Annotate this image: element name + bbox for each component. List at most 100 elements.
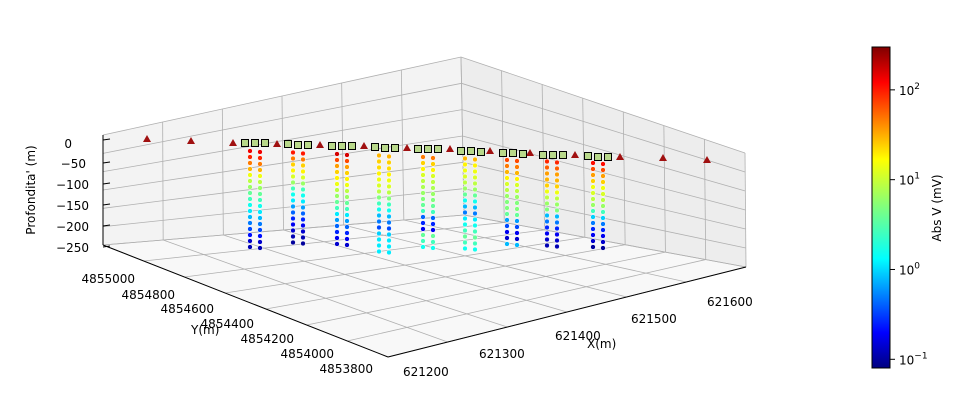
data-point [590, 226, 596, 232]
data-point [600, 245, 606, 251]
y-tick-label: 4853800 [320, 362, 373, 376]
data-point [590, 238, 596, 244]
data-point [462, 155, 468, 162]
data-point [334, 175, 340, 181]
pane-floor [103, 215, 746, 357]
data-point [590, 190, 596, 196]
data-point [386, 153, 392, 160]
data-point [600, 203, 606, 209]
data-point [247, 166, 253, 172]
data-point [344, 188, 350, 194]
data-point [430, 173, 436, 179]
data-point [462, 203, 468, 210]
triangle-marker [703, 156, 711, 163]
borehole [590, 160, 606, 251]
gridline [403, 219, 687, 283]
data-point [300, 162, 306, 169]
data-point [430, 239, 436, 245]
data-point [472, 180, 478, 187]
data-point [386, 195, 392, 202]
data-point [462, 161, 468, 168]
colorbar-tick-label: 10−1 [899, 351, 928, 367]
data-point [504, 163, 510, 169]
colorbar-tick-base: 10 [899, 353, 914, 367]
data-point [344, 170, 350, 176]
data-point [300, 150, 306, 157]
data-point [247, 202, 253, 208]
data-point [472, 210, 478, 217]
data-point [590, 166, 596, 172]
data-point [290, 191, 296, 198]
data-point [462, 221, 468, 228]
data-point [554, 243, 560, 250]
square-marker [584, 152, 592, 160]
data-point [544, 188, 550, 195]
data-point [472, 156, 478, 163]
data-point [600, 233, 606, 239]
data-point [514, 206, 520, 212]
data-point [257, 155, 263, 161]
data-point [344, 158, 350, 164]
data-point [290, 203, 296, 210]
x-tick-label: 621400 [555, 329, 601, 343]
data-point [472, 174, 478, 181]
data-point [290, 221, 296, 228]
data-point [290, 179, 296, 186]
data-point [290, 173, 296, 180]
data-point [300, 204, 306, 211]
data-point [590, 220, 596, 226]
data-point [247, 208, 253, 214]
data-point [514, 212, 520, 218]
data-point [430, 179, 436, 185]
data-point [257, 161, 263, 167]
data-point [300, 192, 306, 199]
data-point [386, 201, 392, 208]
data-point [504, 205, 510, 211]
data-point [344, 212, 350, 218]
square-marker [467, 147, 475, 155]
data-point [514, 158, 520, 164]
data-point [386, 171, 392, 178]
borehole [247, 148, 263, 251]
data-point [257, 203, 263, 209]
data-point [334, 187, 340, 193]
data-point [600, 221, 606, 227]
data-point [334, 223, 340, 229]
data-point [600, 161, 606, 167]
data-point [290, 149, 296, 156]
data-point [247, 226, 253, 232]
gridline [306, 251, 666, 326]
data-point [554, 231, 560, 238]
data-point [386, 213, 392, 220]
data-point [247, 244, 253, 250]
colorbar-tick-base: 10 [899, 263, 914, 277]
data-point [504, 187, 510, 193]
colorbar-tick-label: 102 [899, 82, 920, 98]
data-point [290, 155, 296, 162]
data-point [386, 231, 392, 238]
data-point [300, 174, 306, 181]
data-point [600, 191, 606, 197]
square-marker [549, 151, 557, 159]
gridline [163, 239, 448, 343]
data-point [257, 221, 263, 227]
data-point [600, 179, 606, 185]
data-point [430, 215, 436, 221]
data-point [590, 232, 596, 238]
borehole [420, 154, 436, 251]
data-point [514, 200, 520, 206]
triangle-marker [316, 141, 324, 148]
data-point [462, 179, 468, 186]
colorbar-tick-exponent: 1 [914, 172, 920, 182]
data-point [257, 173, 263, 179]
data-point [300, 198, 306, 205]
data-point [376, 206, 382, 213]
data-point [386, 207, 392, 214]
data-point [590, 178, 596, 184]
data-point [334, 157, 340, 163]
data-point [462, 191, 468, 198]
data-point [334, 229, 340, 235]
y-ticks: 4855000 4854800 4854600 4854400 4854200 … [82, 272, 373, 376]
data-point [430, 227, 436, 233]
data-point [247, 160, 253, 166]
